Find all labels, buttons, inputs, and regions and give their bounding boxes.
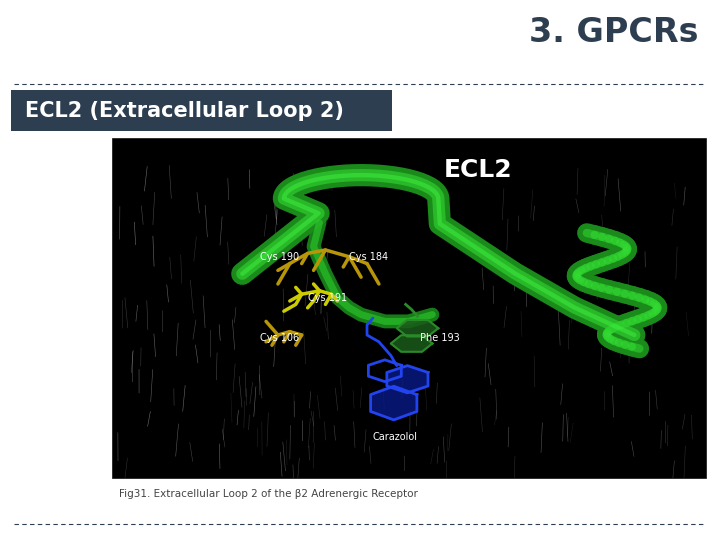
Polygon shape xyxy=(387,366,428,393)
Text: Phe 193: Phe 193 xyxy=(420,333,460,343)
Text: Cys 184: Cys 184 xyxy=(349,252,388,262)
Text: Cys 191: Cys 191 xyxy=(307,293,347,302)
FancyBboxPatch shape xyxy=(11,90,392,131)
Text: Cys 190: Cys 190 xyxy=(260,252,300,262)
Text: ECL2: ECL2 xyxy=(444,158,513,182)
Text: ECL2 (Extracellular Loop 2): ECL2 (Extracellular Loop 2) xyxy=(25,100,344,121)
Bar xyxy=(112,138,706,478)
Text: 3. GPCRs: 3. GPCRs xyxy=(529,16,698,49)
Text: Carazolol: Carazolol xyxy=(373,432,418,442)
Polygon shape xyxy=(397,320,438,336)
Polygon shape xyxy=(371,386,417,420)
Polygon shape xyxy=(391,335,432,352)
Text: Cys 106: Cys 106 xyxy=(260,333,300,343)
Text: Fig31. Extracellular Loop 2 of the β2 Adrenergic Receptor: Fig31. Extracellular Loop 2 of the β2 Ad… xyxy=(119,489,418,499)
